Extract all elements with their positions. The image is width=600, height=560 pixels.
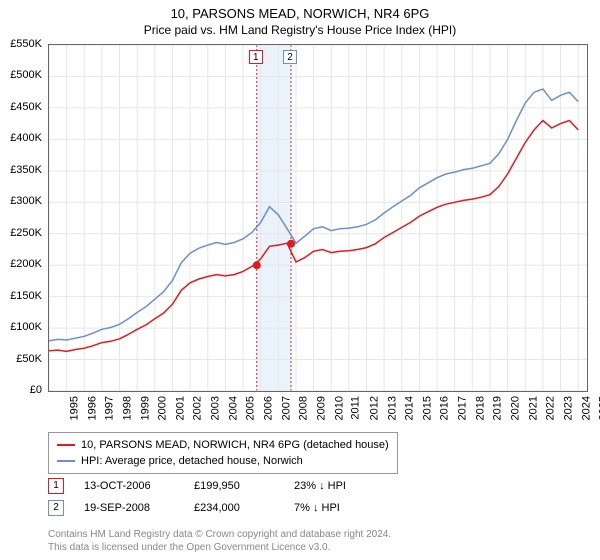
legend-label: 10, PARSONS MEAD, NORWICH, NR4 6PG (deta… <box>81 437 389 453</box>
chart-title: 10, PARSONS MEAD, NORWICH, NR4 6PG <box>0 0 600 21</box>
x-tick-label: 2003 <box>210 396 222 420</box>
legend: 10, PARSONS MEAD, NORWICH, NR4 6PG (deta… <box>48 432 398 474</box>
y-tick-label: £400K <box>2 132 42 144</box>
legend-swatch <box>57 444 75 446</box>
x-tick-label: 2001 <box>174 396 186 420</box>
x-tick-label: 2018 <box>474 396 486 420</box>
y-tick-label: £450K <box>2 101 42 113</box>
x-tick-label: 2023 <box>562 396 574 420</box>
y-tick-label: £250K <box>2 227 42 239</box>
x-tick-label: 2014 <box>404 396 416 420</box>
sale-delta: 23% ↓ HPI <box>294 480 346 492</box>
y-tick-label: £50K <box>2 353 42 365</box>
x-tick-label: 2019 <box>492 396 504 420</box>
legend-item: 10, PARSONS MEAD, NORWICH, NR4 6PG (deta… <box>57 437 389 453</box>
legend-swatch <box>57 460 75 462</box>
footer-line2: This data is licensed under the Open Gov… <box>48 541 391 554</box>
x-tick-label: 2024 <box>580 396 592 420</box>
sale-row-marker: 1 <box>48 478 64 494</box>
chart-container: 10, PARSONS MEAD, NORWICH, NR4 6PG Price… <box>0 0 600 560</box>
x-tick-label: 2005 <box>245 396 257 420</box>
y-tick-label: £550K <box>2 38 42 50</box>
x-tick-label: 2012 <box>368 396 380 420</box>
sale-row-marker: 2 <box>48 500 64 516</box>
sale-price: £199,950 <box>194 480 274 492</box>
x-tick-label: 2021 <box>527 396 539 420</box>
chart-area: £0£50K£100K£150K£200K£250K£300K£350K£400… <box>48 44 588 392</box>
x-tick-label: 2007 <box>280 396 292 420</box>
x-tick-label: 2013 <box>386 396 398 420</box>
x-tick-label: 2022 <box>545 396 557 420</box>
x-tick-label: 1998 <box>121 396 133 420</box>
sale-date: 13-OCT-2006 <box>84 480 174 492</box>
x-tick-label: 2000 <box>157 396 169 420</box>
x-tick-label: 1996 <box>86 396 98 420</box>
sale-marker-2: 2 <box>283 50 297 64</box>
x-tick-label: 1997 <box>104 396 116 420</box>
x-tick-label: 2009 <box>315 396 327 420</box>
x-tick-label: 1999 <box>139 396 151 420</box>
y-tick-label: £100K <box>2 321 42 333</box>
footer-attribution: Contains HM Land Registry data © Crown c… <box>48 528 391 554</box>
chart-subtitle: Price paid vs. HM Land Registry's House … <box>0 21 600 41</box>
y-tick-label: £300K <box>2 195 42 207</box>
footer-line1: Contains HM Land Registry data © Crown c… <box>48 528 391 541</box>
x-tick-label: 2004 <box>227 396 239 420</box>
x-tick-label: 2010 <box>333 396 345 420</box>
y-tick-label: £150K <box>2 290 42 302</box>
sale-marker-1: 1 <box>249 50 263 64</box>
sale-price: £234,000 <box>194 502 274 514</box>
x-tick-label: 2006 <box>263 396 275 420</box>
plot-box <box>48 44 588 392</box>
legend-label: HPI: Average price, detached house, Norw… <box>81 453 303 469</box>
sale-row-1: 1 13-OCT-2006 £199,950 23% ↓ HPI <box>48 478 346 494</box>
x-tick-label: 2011 <box>350 396 362 420</box>
x-tick-label: 2002 <box>192 396 204 420</box>
x-tick-label: 2016 <box>439 396 451 420</box>
x-tick-label: 2020 <box>509 396 521 420</box>
y-tick-label: £500K <box>2 69 42 81</box>
x-tick-label: 1995 <box>68 396 80 420</box>
x-tick-label: 2008 <box>298 396 310 420</box>
sale-delta: 7% ↓ HPI <box>294 502 340 514</box>
plot-svg <box>49 45 587 391</box>
y-tick-label: £350K <box>2 164 42 176</box>
legend-item: HPI: Average price, detached house, Norw… <box>57 453 389 469</box>
y-tick-label: £200K <box>2 258 42 270</box>
sale-row-2: 2 19-SEP-2008 £234,000 7% ↓ HPI <box>48 500 340 516</box>
sale-date: 19-SEP-2008 <box>84 502 174 514</box>
x-tick-label: 2017 <box>457 396 469 420</box>
y-tick-label: £0 <box>2 384 42 396</box>
x-tick-label: 2015 <box>421 396 433 420</box>
